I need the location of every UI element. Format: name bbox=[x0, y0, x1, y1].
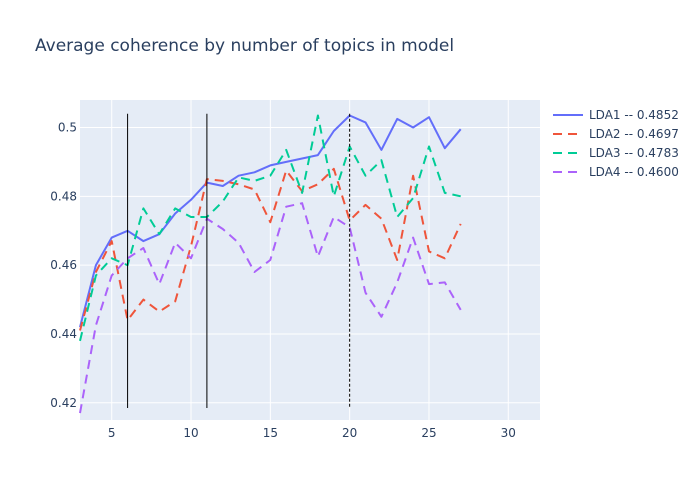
chart-title: Average coherence by number of topics in… bbox=[35, 36, 454, 56]
legend-label: LDA1 -- 0.4852 bbox=[589, 108, 679, 122]
x-tick-label: 20 bbox=[342, 426, 357, 440]
x-tick-label: 25 bbox=[421, 426, 436, 440]
y-tick-label: 0.48 bbox=[50, 189, 77, 203]
legend[interactable]: LDA1 -- 0.4852 LDA2 -- 0.4697 LDA3 -- 0.47… bbox=[553, 108, 679, 179]
legend-label: LDA4 -- 0.4600 bbox=[589, 165, 679, 179]
legend-item[interactable]: LDA4 -- 0.4600 bbox=[553, 165, 679, 179]
x-tick-label: 30 bbox=[501, 426, 516, 440]
series-line bbox=[79, 114, 462, 328]
series-line bbox=[79, 202, 462, 414]
y-axis-ticks: 0.42 0.44 0.46 0.48 0.5 bbox=[50, 121, 77, 410]
reference-lines bbox=[127, 113, 351, 408]
series-layer bbox=[79, 114, 462, 414]
series-line bbox=[79, 167, 462, 331]
y-tick-label: 0.42 bbox=[50, 396, 77, 410]
x-tick-label: 15 bbox=[263, 426, 278, 440]
x-tick-label: 5 bbox=[108, 426, 116, 440]
legend-item[interactable]: LDA3 -- 0.4783 bbox=[553, 146, 679, 160]
y-tick-label: 0.46 bbox=[50, 258, 77, 272]
x-tick-label: 10 bbox=[183, 426, 198, 440]
legend-label: LDA3 -- 0.4783 bbox=[589, 146, 679, 160]
y-tick-label: 0.44 bbox=[50, 327, 77, 341]
legend-label: LDA2 -- 0.4697 bbox=[589, 127, 679, 141]
y-tick-label: 0.5 bbox=[58, 121, 77, 135]
series-line bbox=[79, 114, 461, 342]
legend-item[interactable]: LDA2 -- 0.4697 bbox=[553, 127, 679, 141]
plot-area bbox=[80, 100, 540, 420]
legend-item[interactable]: LDA1 -- 0.4852 bbox=[553, 108, 679, 122]
x-axis-ticks: 5 10 15 20 25 30 bbox=[108, 426, 516, 440]
